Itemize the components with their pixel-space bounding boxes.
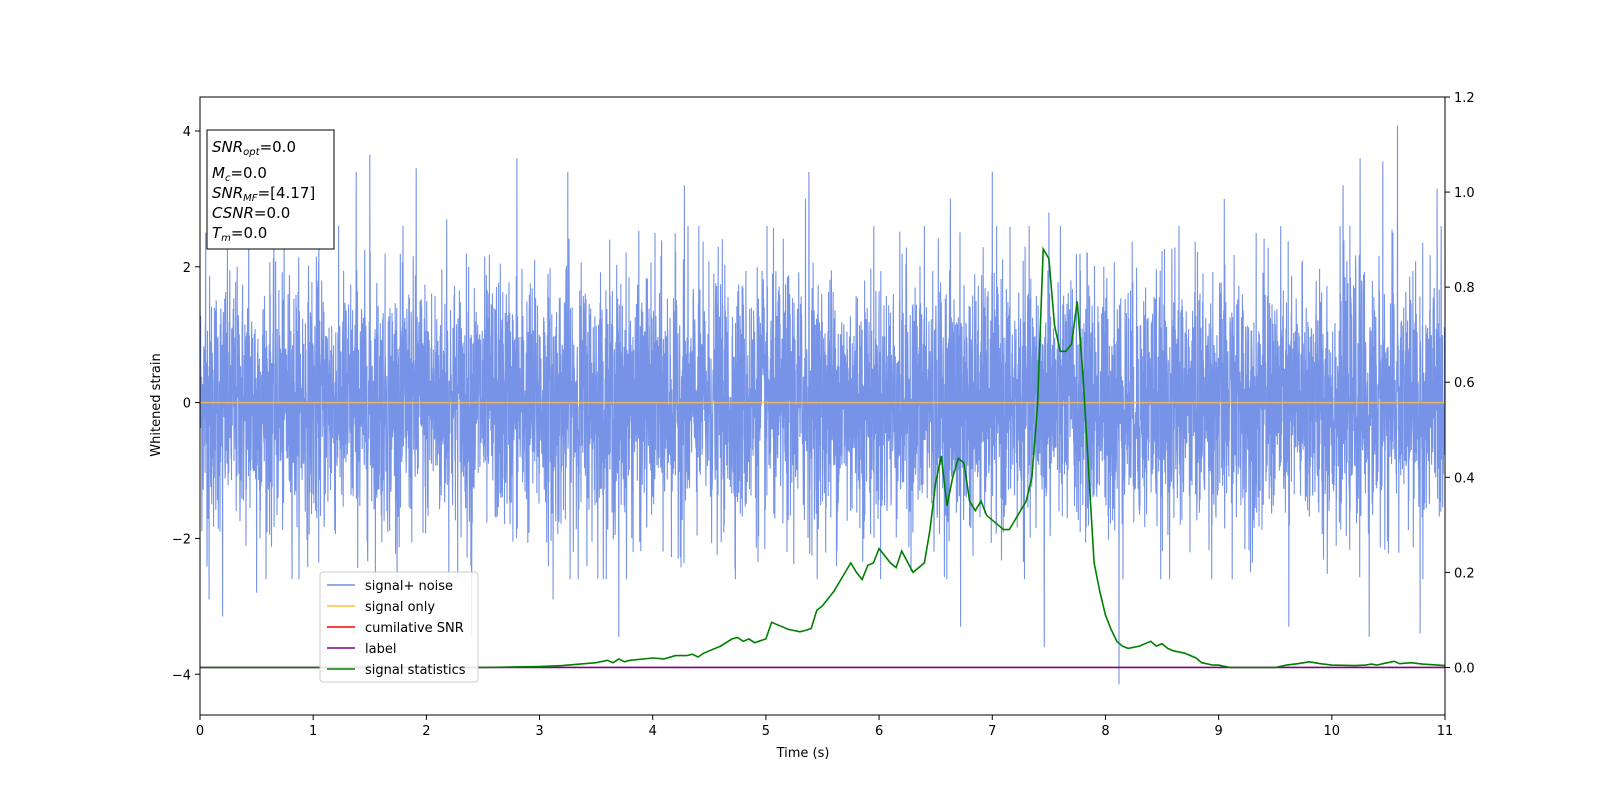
info-snr-mf: SNRMF=[4.17] xyxy=(212,184,315,204)
y2-tick-label: 0.0 xyxy=(1454,661,1475,676)
x-tick-label: 5 xyxy=(762,724,770,739)
x-tick-label: 1 xyxy=(309,724,317,739)
y-tick-label: −4 xyxy=(172,668,191,683)
legend-label-signal-statistics: signal statistics xyxy=(365,663,466,678)
info-mc: Mc=0.0 xyxy=(212,164,267,184)
legend-label-label: label xyxy=(365,642,396,657)
y2-tick-label: 1.0 xyxy=(1454,186,1475,201)
info-csnr: CSNR=0.0 xyxy=(212,204,290,222)
x-tick-label: 6 xyxy=(875,724,883,739)
y-tick-label: 2 xyxy=(183,261,191,276)
y2-tick-label: 0.4 xyxy=(1454,471,1475,486)
series-signal-noise-line xyxy=(200,125,1445,685)
y-tick-label: 4 xyxy=(183,125,191,140)
series-signal-statistics-line xyxy=(200,246,1445,669)
x-tick-label: 2 xyxy=(422,724,430,739)
x-tick-label: 4 xyxy=(649,724,657,739)
x-tick-label: 7 xyxy=(988,724,996,739)
legend-label-cumulative-snr: cumilative SNR xyxy=(365,621,464,636)
y2-tick-label: 0.6 xyxy=(1454,376,1475,391)
info-snr-opt: SNRopt=0.0 xyxy=(212,138,296,158)
legend: signal+ noise signal only cumilative SNR… xyxy=(319,571,479,683)
legend-label-signal-only: signal only xyxy=(365,600,435,615)
x-tick-label: 11 xyxy=(1437,724,1454,739)
x-tick-label: 3 xyxy=(535,724,543,739)
info-tm: Tm=0.0 xyxy=(212,224,267,244)
axes-frame-box xyxy=(199,96,1446,716)
x-tick-label: 10 xyxy=(1324,724,1341,739)
y2-tick-label: 0.2 xyxy=(1454,566,1475,581)
y-axis-label: Whitened strain xyxy=(149,353,164,456)
info-box: SNRopt=0.0 Mc=0.0 SNRMF=[4.17] CSNR=0.0 … xyxy=(206,129,335,250)
y-tick-label: 0 xyxy=(183,397,191,412)
x-tick-label: 9 xyxy=(1214,724,1222,739)
y-tick-label: −2 xyxy=(172,532,191,547)
y2-tick-label: 1.2 xyxy=(1454,91,1475,106)
x-tick-label: 0 xyxy=(196,724,204,739)
y2-tick-label: 0.8 xyxy=(1454,281,1475,296)
x-axis-label: Time (s) xyxy=(776,746,830,761)
x-tick-label: 8 xyxy=(1101,724,1109,739)
legend-label-signal-noise: signal+ noise xyxy=(365,579,453,594)
